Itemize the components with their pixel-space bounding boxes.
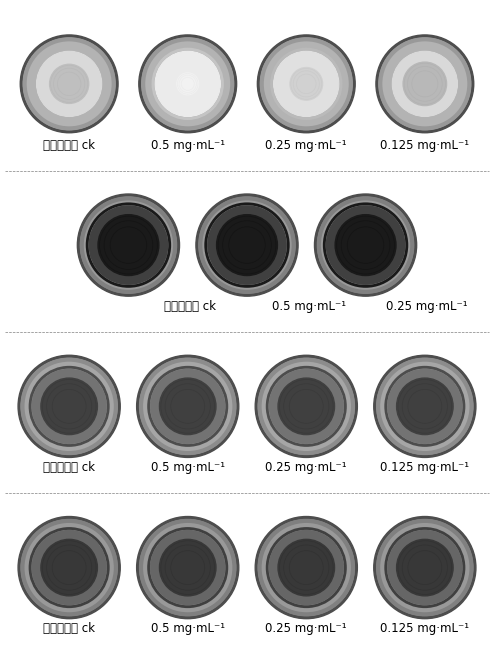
Text: 茄子茎枯菌 ck: 茄子茎枯菌 ck [43,461,95,474]
Circle shape [140,520,236,615]
Circle shape [160,539,216,596]
Text: 0.25 mg·mL⁻¹: 0.25 mg·mL⁻¹ [265,461,347,474]
Text: 烟草赤星菌 ck: 烟草赤星菌 ck [43,622,95,635]
Circle shape [392,51,457,117]
Circle shape [177,73,199,95]
Circle shape [379,38,470,130]
Circle shape [142,38,233,130]
Circle shape [258,520,354,615]
Circle shape [376,35,474,133]
Circle shape [335,215,396,275]
Circle shape [21,359,117,454]
Circle shape [377,359,473,454]
Circle shape [20,35,118,133]
Circle shape [318,197,413,293]
Text: 0.5 mg·mL⁻¹: 0.5 mg·mL⁻¹ [151,461,225,474]
Circle shape [32,531,106,604]
Circle shape [208,206,286,284]
Circle shape [32,370,106,443]
Text: 0.125 mg·mL⁻¹: 0.125 mg·mL⁻¹ [380,461,469,474]
Text: 0.125 mg·mL⁻¹: 0.125 mg·mL⁻¹ [380,139,469,152]
Circle shape [151,531,225,604]
Circle shape [388,370,462,443]
Circle shape [81,197,176,293]
Circle shape [388,531,462,604]
Circle shape [315,194,416,296]
Circle shape [278,378,334,435]
Circle shape [255,517,357,619]
Circle shape [24,38,115,130]
Circle shape [261,38,352,130]
Circle shape [18,517,120,619]
Text: 0.25 mg·mL⁻¹: 0.25 mg·mL⁻¹ [265,139,347,152]
Circle shape [155,51,220,117]
Circle shape [89,206,167,284]
Text: 0.5 mg·mL⁻¹: 0.5 mg·mL⁻¹ [151,139,225,152]
Circle shape [290,68,323,100]
Circle shape [196,194,298,296]
Text: 0.5 mg·mL⁻¹: 0.5 mg·mL⁻¹ [151,622,225,635]
Circle shape [397,378,453,435]
Circle shape [274,51,339,117]
Circle shape [255,355,357,457]
Circle shape [403,62,447,106]
Circle shape [140,359,236,454]
Circle shape [397,539,453,596]
Circle shape [78,194,179,296]
Circle shape [49,64,89,103]
Circle shape [269,370,343,443]
Circle shape [374,517,476,619]
Circle shape [137,517,239,619]
Text: 花生褐斑菌 ck: 花生褐斑菌 ck [164,300,216,313]
Circle shape [269,531,343,604]
Text: 0.25 mg·mL⁻¹: 0.25 mg·mL⁻¹ [265,622,347,635]
Text: 天南星炭疤 ck: 天南星炭疤 ck [43,139,95,152]
Circle shape [216,215,278,275]
Circle shape [21,520,117,615]
Circle shape [278,539,334,596]
Circle shape [41,378,97,435]
Circle shape [160,378,216,435]
Circle shape [137,355,239,457]
Text: 0.25 mg·mL⁻¹: 0.25 mg·mL⁻¹ [386,300,468,313]
Circle shape [98,215,159,275]
Circle shape [374,355,476,457]
Circle shape [41,539,97,596]
Circle shape [199,197,295,293]
Text: 0.5 mg·mL⁻¹: 0.5 mg·mL⁻¹ [272,300,346,313]
Circle shape [327,206,405,284]
Circle shape [257,35,355,133]
Circle shape [139,35,237,133]
Circle shape [151,370,225,443]
Text: 0.125 mg·mL⁻¹: 0.125 mg·mL⁻¹ [380,622,469,635]
Circle shape [258,359,354,454]
Circle shape [377,520,473,615]
Circle shape [18,355,120,457]
Circle shape [37,51,102,117]
